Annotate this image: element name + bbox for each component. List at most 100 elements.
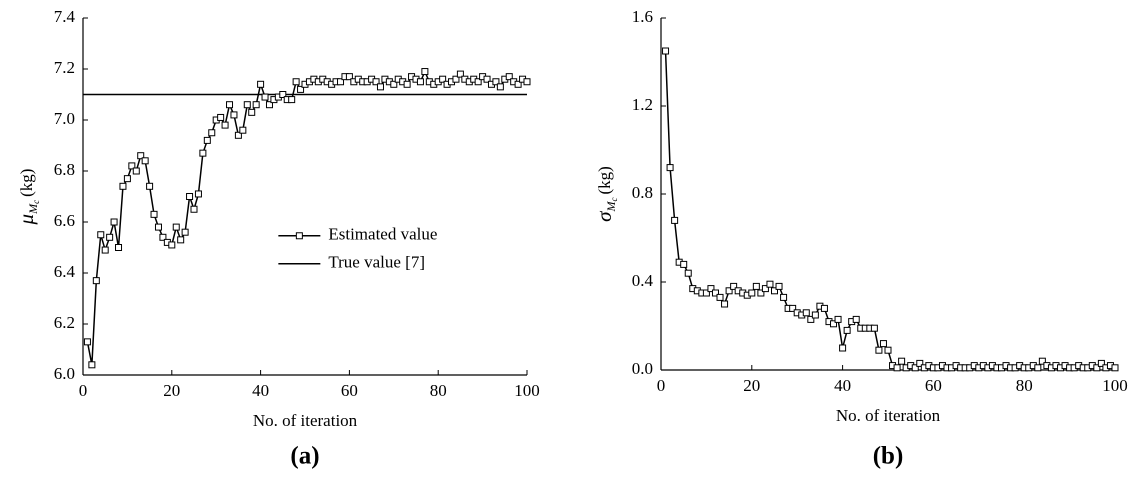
y-tick-label: 6.6: [54, 211, 75, 230]
marker: [757, 289, 765, 297]
marker: [514, 80, 522, 88]
panel-label: (a): [290, 443, 319, 470]
marker: [177, 236, 185, 244]
y-tick-label: 1.2: [632, 95, 653, 114]
legend-label: True value [7]: [328, 253, 425, 272]
marker: [141, 157, 149, 165]
marker: [807, 315, 815, 323]
marker: [680, 260, 688, 268]
marker: [194, 190, 202, 198]
marker: [146, 182, 154, 190]
marker: [852, 315, 860, 323]
x-tick-label: 40: [252, 381, 269, 400]
marker: [875, 346, 883, 354]
marker: [376, 83, 384, 91]
y-label-sub: M: [604, 200, 618, 212]
marker: [771, 287, 778, 295]
marker: [288, 96, 296, 104]
marker: [128, 162, 136, 170]
marker: [684, 269, 692, 277]
y-label-unit: (kg): [17, 169, 36, 197]
marker: [1038, 357, 1046, 365]
marker: [106, 233, 114, 241]
marker: [279, 91, 287, 98]
y-tick-label: 7.4: [54, 7, 76, 26]
marker: [123, 175, 131, 183]
marker: [239, 126, 247, 134]
marker: [416, 78, 424, 86]
marker: [789, 304, 797, 312]
series: [83, 68, 531, 369]
y-tick-label: 6.8: [54, 160, 75, 179]
marker: [403, 80, 411, 88]
marker: [523, 78, 531, 86]
x-tick-label: 20: [743, 376, 760, 395]
marker: [834, 315, 842, 323]
marker: [115, 244, 123, 251]
y-label-unit: (kg): [595, 166, 614, 194]
y-label-subsub: c: [609, 197, 619, 201]
marker: [766, 280, 774, 288]
marker: [181, 228, 189, 236]
legend-label: Estimated value: [328, 225, 437, 244]
marker: [92, 277, 100, 285]
marker: [159, 233, 167, 241]
series-line: [664, 50, 1116, 369]
marker: [775, 282, 783, 290]
marker: [199, 149, 207, 157]
y-tick-label: 6.4: [54, 262, 76, 281]
x-tick-label: 40: [834, 376, 851, 395]
marker: [839, 344, 847, 352]
marker: [721, 300, 729, 308]
marker: [725, 287, 733, 295]
marker: [898, 357, 906, 365]
marker: [483, 75, 491, 83]
y-tick-label: 0.0: [632, 359, 653, 378]
x-axis-label: No. of iteration: [836, 406, 941, 425]
marker: [730, 282, 738, 290]
marker: [101, 246, 109, 254]
marker: [1034, 364, 1042, 372]
y-tick-label: 6.2: [54, 313, 75, 332]
marker: [261, 93, 269, 101]
marker: [132, 167, 140, 175]
marker: [110, 218, 118, 226]
marker: [439, 75, 447, 83]
y-tick-label: 7.0: [54, 109, 75, 128]
x-tick-label: 0: [79, 381, 88, 400]
marker: [217, 113, 225, 121]
marker: [208, 129, 216, 137]
marker: [884, 346, 892, 354]
marker: [911, 364, 919, 372]
marker: [893, 364, 901, 372]
marker: [248, 108, 256, 116]
marker: [811, 311, 819, 319]
y-axis-label: σMc (kg): [592, 166, 619, 222]
marker: [711, 289, 719, 297]
marker: [83, 338, 91, 346]
marker: [780, 293, 788, 301]
marker: [830, 320, 838, 328]
x-tick-label: 0: [657, 376, 666, 395]
marker: [154, 223, 162, 231]
marker: [761, 285, 769, 293]
y-tick-label: 0.8: [632, 183, 653, 202]
marker: [748, 289, 756, 297]
y-label-sub: M: [26, 203, 40, 215]
marker: [474, 78, 482, 86]
x-tick-label: 20: [163, 381, 180, 400]
marker: [707, 285, 715, 293]
marker: [1097, 359, 1105, 367]
marker: [168, 241, 176, 249]
marker: [1093, 364, 1101, 372]
marker: [186, 193, 194, 200]
x-tick-label: 80: [1016, 376, 1033, 395]
marker: [172, 223, 180, 231]
marker: [456, 70, 464, 78]
x-axis-label: No. of iteration: [253, 411, 358, 430]
y-label-symbol: μ: [14, 214, 38, 226]
x-tick-label: 60: [925, 376, 942, 395]
series: [662, 47, 1119, 372]
marker: [1111, 364, 1119, 372]
